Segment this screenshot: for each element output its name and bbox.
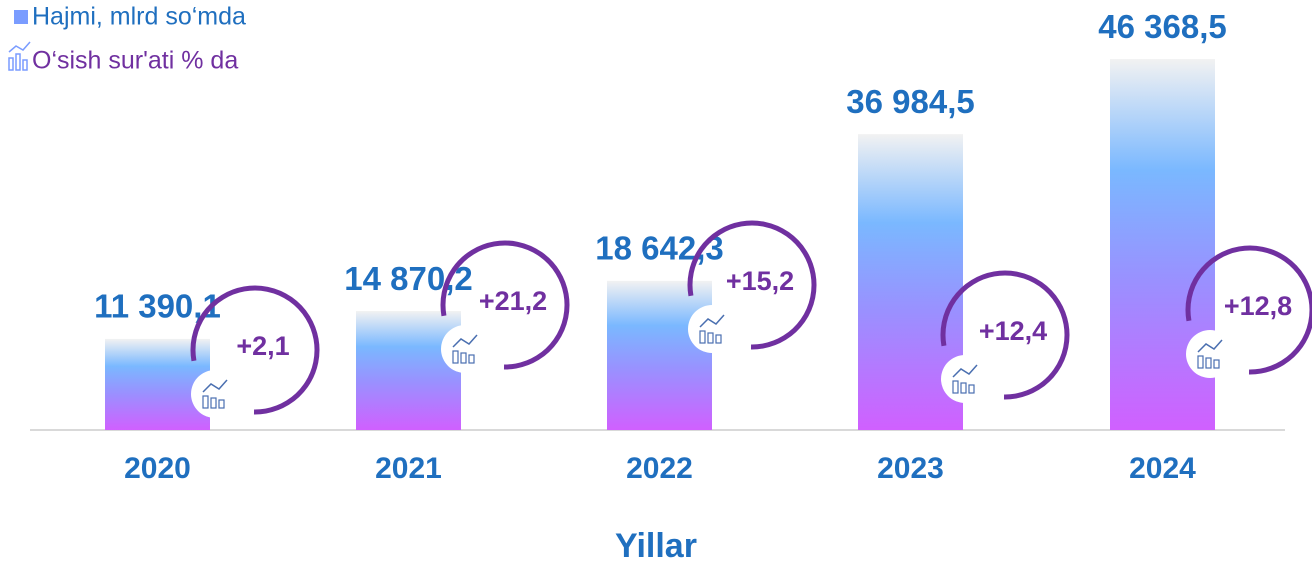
icon (452, 334, 478, 348)
icon (715, 334, 722, 344)
growth-label: +2,1 (236, 331, 289, 361)
x-tick-label: 2024 (1129, 452, 1196, 485)
value-label: 46 368,5 (1098, 8, 1226, 45)
icon (952, 380, 959, 394)
icon-bg (941, 355, 989, 403)
growth-label: +12,8 (1224, 291, 1292, 321)
icon (1205, 357, 1212, 369)
legend-icon (8, 41, 31, 71)
icon (460, 352, 467, 364)
icon (468, 354, 475, 364)
icon (952, 364, 978, 378)
icon-bg (688, 305, 736, 353)
axis-title: Yillar (615, 527, 697, 562)
icon-bg (191, 370, 239, 418)
icon (960, 382, 967, 394)
icon (202, 395, 209, 409)
legend-swatch (14, 10, 28, 24)
growth-ring (190, 285, 320, 415)
icon (202, 379, 228, 393)
icon (210, 397, 217, 409)
x-tick-label: 2023 (877, 452, 944, 485)
icon (699, 330, 706, 344)
icon-bg (441, 325, 489, 373)
icon (699, 314, 725, 328)
value-label: 14 870,2 (344, 260, 472, 297)
value-label: 36 984,5 (846, 83, 974, 120)
icon (1197, 339, 1223, 353)
bar (607, 280, 712, 430)
legend-label: O‘sish sur'ati % da (32, 47, 238, 75)
growth-ring (940, 270, 1070, 400)
growth-ring (440, 240, 570, 370)
growth-ring (687, 220, 817, 350)
icon (452, 350, 459, 364)
icon (968, 384, 975, 394)
growth-label: +21,2 (479, 286, 547, 316)
icon (1213, 359, 1220, 369)
growth-label: +12,4 (979, 316, 1047, 346)
growth-ring (1185, 245, 1312, 375)
growth-label: +15,2 (726, 266, 794, 296)
bar (356, 311, 461, 430)
x-tick-label: 2022 (626, 452, 693, 485)
icon (1197, 355, 1204, 369)
icon (218, 399, 225, 409)
icon (707, 332, 714, 344)
legend-label: Hajmi, mlrd so‘mda (32, 3, 246, 31)
x-tick-label: 2021 (375, 452, 442, 485)
x-tick-label: 2020 (124, 452, 191, 485)
icon-bg (1186, 330, 1234, 378)
